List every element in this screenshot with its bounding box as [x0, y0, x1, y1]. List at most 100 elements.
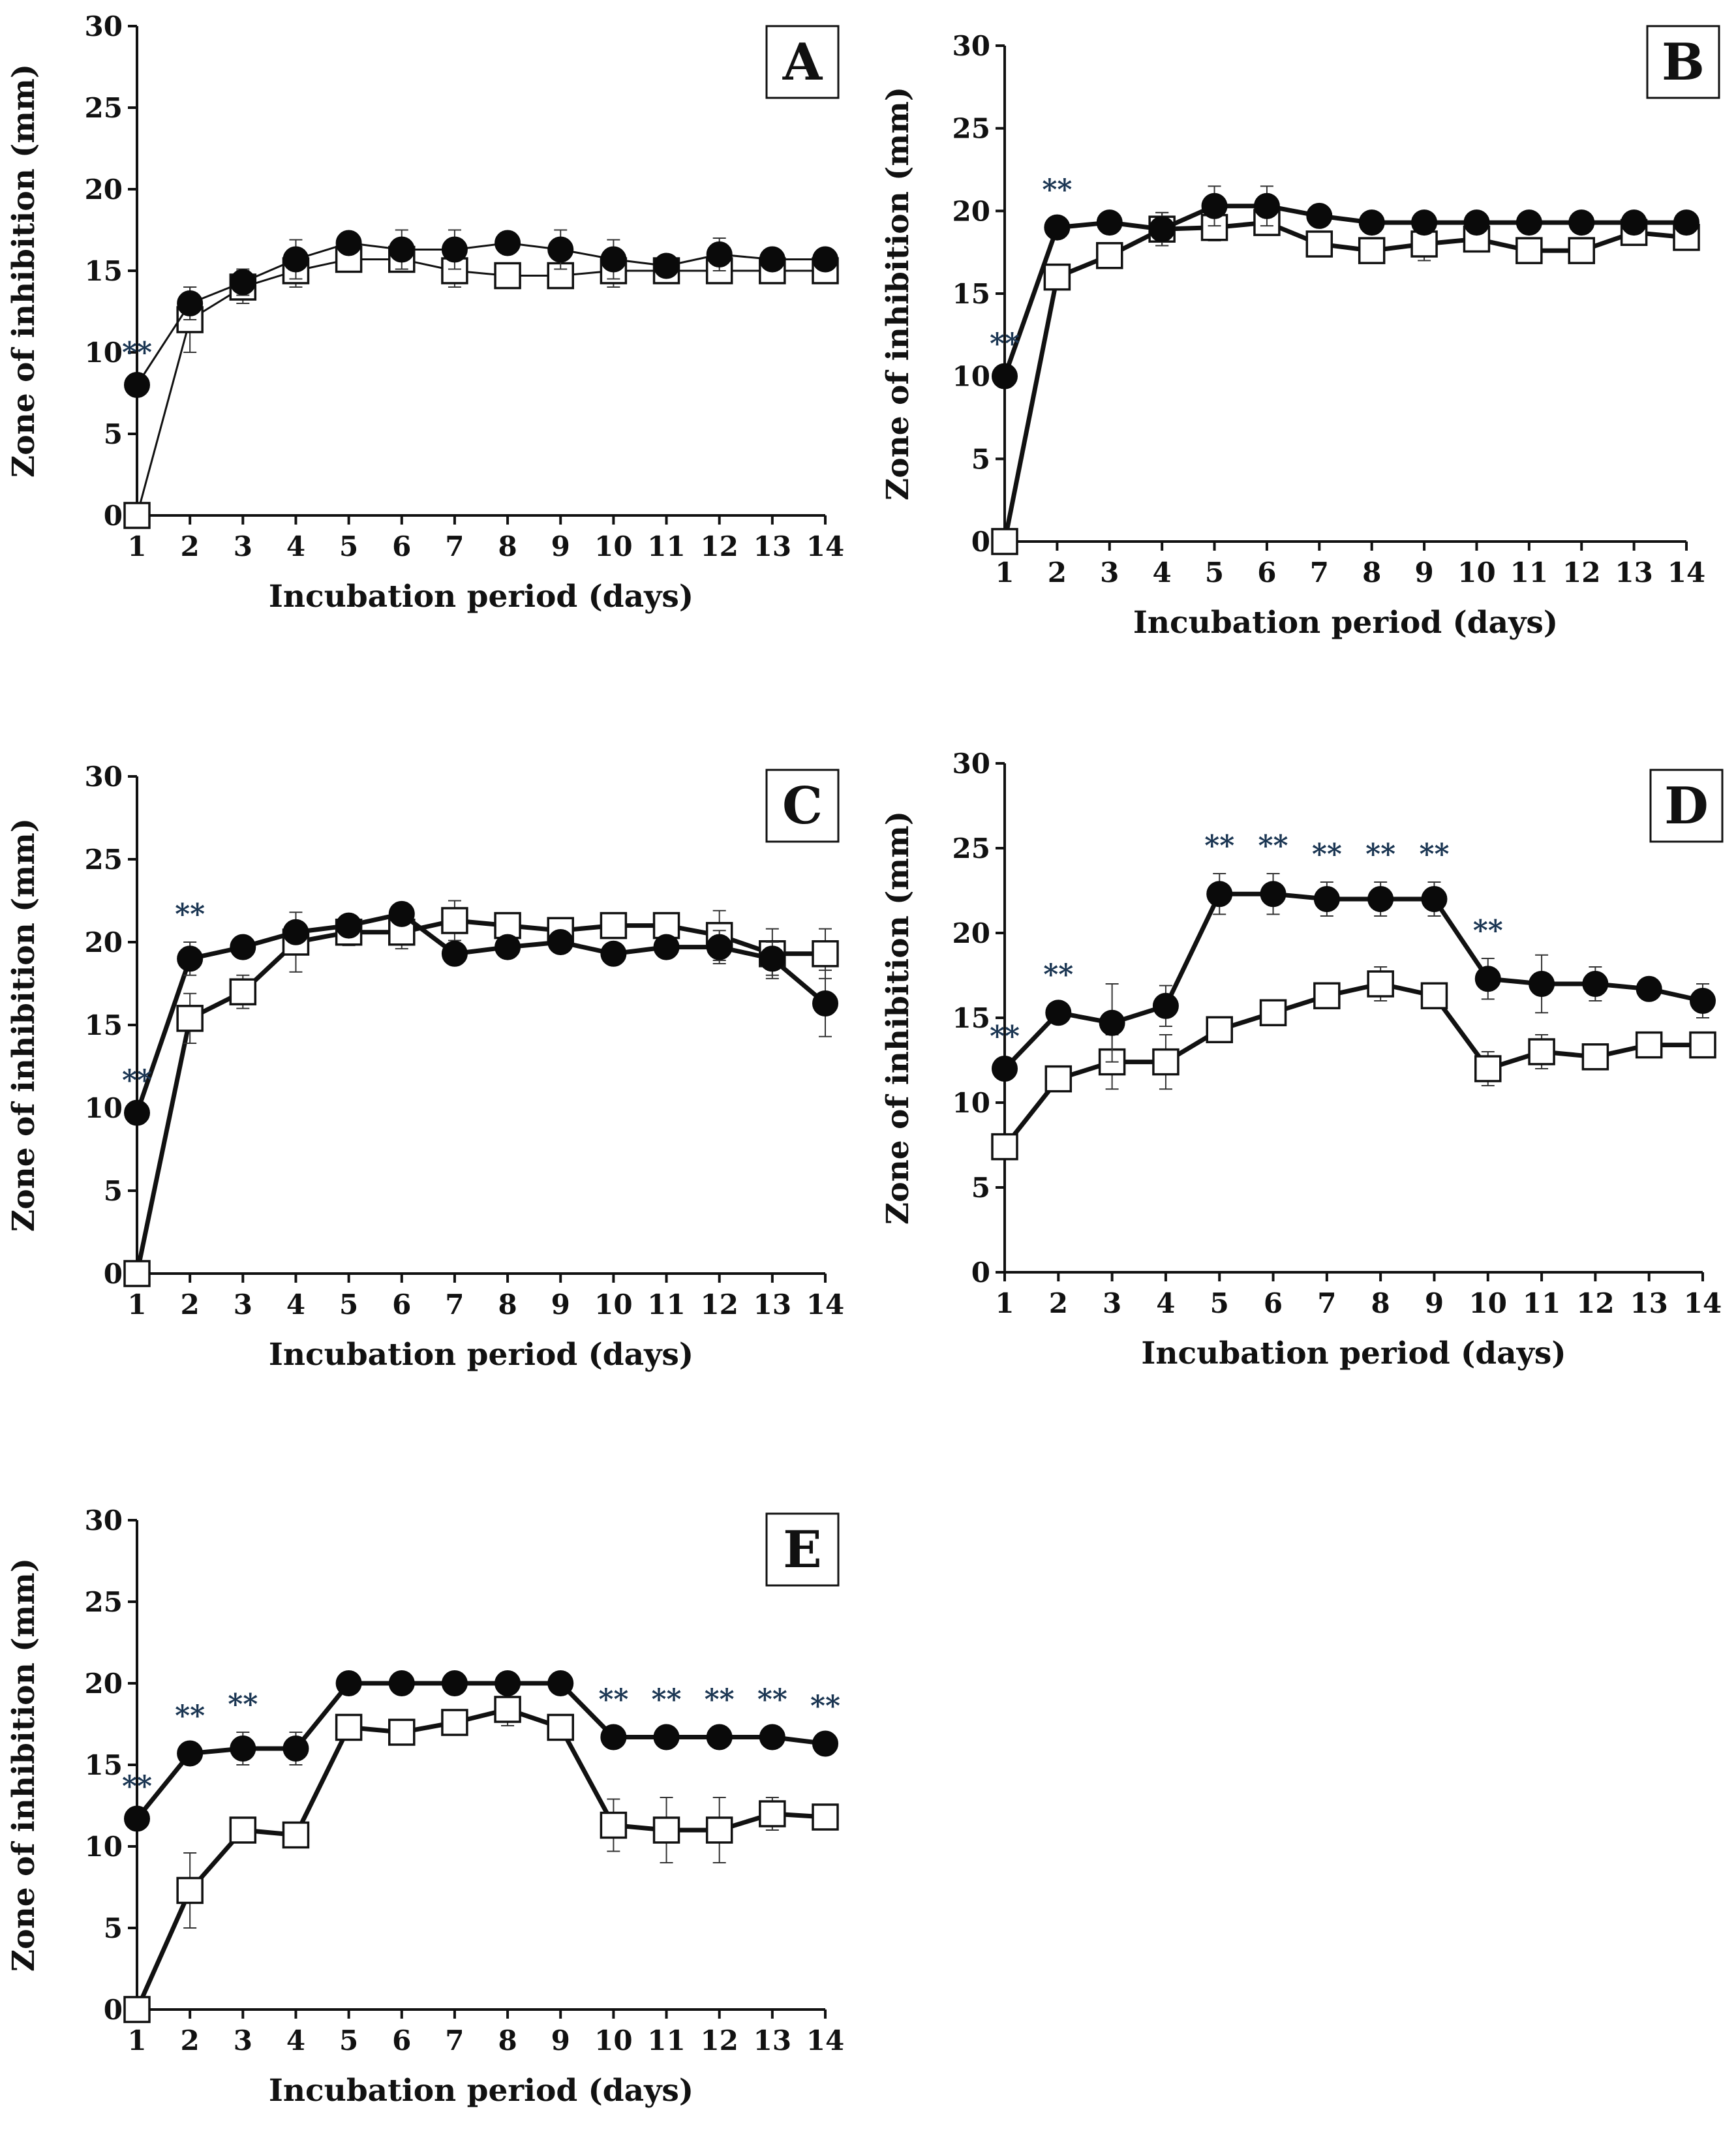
y-tick-label: 30 — [85, 10, 123, 42]
filled-circle-point — [1515, 209, 1542, 236]
significance-marker: ** — [757, 1683, 787, 1717]
filled-circle-point — [759, 1724, 785, 1750]
x-axis-title: Incubation period (days) — [1133, 605, 1558, 641]
x-tick-label: 13 — [754, 2025, 791, 2056]
filled-circle-point — [1529, 971, 1555, 997]
open-square-point — [176, 1005, 204, 1032]
filled-circle-point — [335, 230, 362, 256]
open-square-point — [1206, 1016, 1233, 1043]
y-axis-title: Zone of inhibition (mm) — [6, 64, 42, 478]
filled-circle-point — [1421, 886, 1448, 912]
open-square-point — [1568, 237, 1595, 264]
filled-circle-point — [124, 1805, 150, 1832]
x-tick-label: 5 — [1205, 557, 1224, 588]
filled-circle-point — [441, 236, 468, 263]
x-tick-label: 1 — [995, 557, 1014, 588]
y-tick-label: 0 — [971, 526, 990, 558]
open-square-point — [176, 1876, 204, 1904]
x-tick-label: 2 — [1048, 557, 1067, 588]
x-tick-label: 12 — [1576, 1287, 1614, 1319]
open-square-series-line — [134, 918, 825, 1274]
x-tick-label: 4 — [286, 530, 305, 562]
filled-circle-point — [388, 1670, 415, 1696]
x-tick-label: 10 — [594, 1289, 632, 1321]
x-tick-label: 10 — [1457, 557, 1495, 588]
filled-circle-point — [441, 940, 468, 967]
filled-circle-point — [812, 246, 838, 273]
panel-label-box — [1649, 769, 1724, 843]
x-tick-label: 1 — [127, 2025, 146, 2056]
x-tick-label: 13 — [1615, 557, 1652, 588]
x-tick-label: 5 — [339, 1289, 358, 1321]
open-square-point — [652, 1816, 680, 1844]
open-square-point — [1313, 982, 1341, 1009]
x-tick-label: 7 — [445, 2025, 464, 2056]
filled-circle-point — [1621, 209, 1647, 236]
x-tick-label: 14 — [1684, 1287, 1722, 1319]
x-tick-label: 14 — [806, 530, 844, 562]
y-tick-label: 30 — [85, 761, 123, 793]
filled-circle-point — [759, 945, 785, 972]
x-tick-label: 4 — [286, 2025, 305, 2056]
y-axis-title: Zone of inhibition (mm) — [6, 1558, 42, 1972]
filled-circle-point — [335, 912, 362, 939]
open-square-point — [991, 528, 1018, 555]
filled-circle-point — [812, 990, 838, 1016]
x-tick-label: 8 — [1362, 557, 1381, 588]
x-tick-label: 9 — [1414, 557, 1433, 588]
y-tick-label: 0 — [971, 1257, 990, 1289]
filled-circle-point — [600, 1724, 627, 1750]
filled-circle-point — [1673, 209, 1699, 236]
x-tick-label: 11 — [647, 530, 685, 562]
x-axis-title: Incubation period (days) — [269, 1337, 693, 1373]
open-square-point — [1152, 1048, 1180, 1076]
panel-label-box — [765, 25, 840, 99]
filled-circle-point — [547, 929, 574, 955]
x-tick-label: 12 — [1562, 557, 1600, 588]
y-tick-label: 10 — [952, 1087, 990, 1119]
filled-circle-point — [177, 945, 204, 972]
open-square-point — [1689, 1031, 1716, 1059]
y-tick-label: 20 — [85, 1668, 123, 1700]
filled-circle-point — [335, 1670, 362, 1696]
open-square-point — [123, 1996, 151, 2023]
y-tick-label: 5 — [971, 443, 990, 475]
open-square-point — [1259, 999, 1287, 1026]
filled-circle-point — [1463, 209, 1490, 236]
filled-circle-point — [177, 290, 204, 316]
significance-marker: ** — [1204, 829, 1234, 863]
filled-circle-point — [1358, 209, 1385, 236]
x-tick-label: 6 — [392, 2025, 411, 2056]
filled-circle-point — [547, 1670, 574, 1696]
x-tick-label: 4 — [1153, 557, 1172, 588]
x-tick-label: 8 — [498, 1289, 517, 1321]
x-tick-label: 3 — [234, 530, 252, 562]
open-square-point — [1096, 241, 1123, 269]
filled-circle-point — [282, 246, 309, 273]
x-tick-label: 12 — [700, 530, 738, 562]
y-tick-label: 10 — [952, 361, 990, 393]
filled-circle-point — [1149, 216, 1176, 243]
filled-circle-point — [547, 236, 574, 263]
x-tick-label: 10 — [594, 2025, 632, 2056]
significance-marker: ** — [1258, 829, 1288, 863]
significance-marker: ** — [705, 1683, 735, 1717]
filled-circle-point — [282, 919, 309, 945]
panel-label: E — [783, 1520, 821, 1580]
significance-marker: ** — [990, 328, 1020, 361]
significance-marker: ** — [652, 1683, 682, 1717]
filled-circle-point — [177, 1740, 204, 1767]
x-tick-label: 14 — [806, 1289, 844, 1321]
y-tick-label: 5 — [104, 1912, 123, 1944]
open-square-point — [123, 1260, 151, 1287]
x-tick-label: 8 — [498, 2025, 517, 2056]
open-square-point — [1515, 237, 1543, 264]
open-square-series-line — [1002, 220, 1687, 542]
filled-circle-point — [495, 934, 521, 960]
open-square-point — [388, 1719, 416, 1746]
x-tick-label: 12 — [700, 1289, 738, 1321]
x-tick-label: 13 — [754, 530, 791, 562]
filled-circle-point — [1313, 886, 1340, 912]
x-tick-label: 10 — [1469, 1287, 1507, 1319]
